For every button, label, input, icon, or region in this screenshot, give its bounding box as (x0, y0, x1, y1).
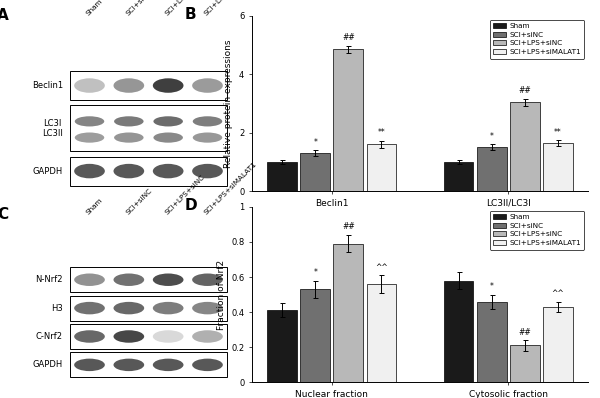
Bar (367, 284, 396, 382)
Ellipse shape (113, 302, 144, 314)
Ellipse shape (154, 133, 183, 142)
Text: Sham: Sham (85, 0, 104, 17)
FancyBboxPatch shape (70, 352, 227, 377)
Ellipse shape (192, 359, 223, 371)
Ellipse shape (192, 273, 223, 286)
Bar (267, 162, 297, 191)
Y-axis label: Relative protein expressions: Relative protein expressions (224, 39, 233, 168)
Text: Sham: Sham (85, 197, 104, 216)
Text: ##: ## (518, 86, 531, 95)
Ellipse shape (75, 133, 104, 142)
Text: SCI+LPS+siNC: SCI+LPS+siNC (164, 0, 206, 17)
Ellipse shape (153, 273, 184, 286)
Bar (267, 310, 297, 382)
Bar (510, 102, 539, 191)
Bar (301, 289, 330, 382)
Ellipse shape (114, 133, 143, 142)
Text: C: C (0, 207, 8, 222)
Text: LC3I
LC3II: LC3I LC3II (42, 119, 63, 138)
Text: SCI+siNC: SCI+siNC (125, 0, 153, 17)
Text: *: * (313, 268, 317, 277)
FancyBboxPatch shape (70, 71, 227, 100)
Ellipse shape (74, 164, 105, 178)
Text: ^^: ^^ (551, 289, 564, 298)
Bar (477, 302, 506, 382)
Ellipse shape (74, 302, 105, 314)
Text: Beclin1: Beclin1 (32, 81, 63, 90)
FancyBboxPatch shape (70, 267, 227, 292)
Y-axis label: Fraction of Nrf2: Fraction of Nrf2 (217, 259, 226, 330)
Text: H3: H3 (51, 304, 63, 312)
FancyBboxPatch shape (70, 296, 227, 321)
Ellipse shape (114, 116, 143, 127)
Ellipse shape (153, 78, 184, 93)
Bar (444, 162, 473, 191)
Bar (334, 244, 363, 382)
Ellipse shape (193, 116, 222, 127)
Ellipse shape (193, 133, 222, 142)
Ellipse shape (113, 164, 144, 178)
Ellipse shape (113, 78, 144, 93)
Text: C-Nrf2: C-Nrf2 (36, 332, 63, 341)
FancyBboxPatch shape (70, 105, 227, 152)
Bar (334, 49, 363, 191)
Bar (543, 307, 573, 382)
Text: SCI+LPS+siMALAT1: SCI+LPS+siMALAT1 (203, 161, 258, 216)
Ellipse shape (192, 302, 223, 314)
Text: SCI+LPS+siMALAT1: SCI+LPS+siMALAT1 (203, 0, 258, 17)
Ellipse shape (192, 78, 223, 93)
Ellipse shape (153, 359, 184, 371)
Ellipse shape (74, 359, 105, 371)
Ellipse shape (153, 330, 184, 343)
Ellipse shape (192, 164, 223, 178)
Bar (367, 144, 396, 191)
Text: ^^: ^^ (375, 263, 388, 272)
Text: B: B (185, 7, 196, 22)
FancyBboxPatch shape (70, 324, 227, 349)
Text: ##: ## (342, 33, 355, 42)
Text: ##: ## (342, 222, 355, 232)
Bar (444, 281, 473, 382)
FancyBboxPatch shape (70, 156, 227, 185)
Ellipse shape (75, 116, 104, 127)
Text: SCI+siNC: SCI+siNC (125, 187, 153, 216)
Ellipse shape (113, 359, 144, 371)
Ellipse shape (74, 273, 105, 286)
Text: A: A (0, 8, 8, 23)
Ellipse shape (153, 164, 184, 178)
Ellipse shape (192, 330, 223, 343)
Legend: Sham, SCI+siNC, SCI+LPS+siNC, SCI+LPS+siMALAT1: Sham, SCI+siNC, SCI+LPS+siNC, SCI+LPS+si… (490, 20, 584, 59)
Text: N-Nrf2: N-Nrf2 (35, 275, 63, 284)
Text: *: * (313, 138, 317, 147)
Text: *: * (490, 282, 494, 291)
Text: **: ** (377, 128, 385, 137)
Text: D: D (185, 198, 197, 213)
Legend: Sham, SCI+siNC, SCI+LPS+siNC, SCI+LPS+siMALAT1: Sham, SCI+siNC, SCI+LPS+siNC, SCI+LPS+si… (490, 211, 584, 250)
Ellipse shape (74, 78, 105, 93)
Text: **: ** (554, 128, 562, 137)
Ellipse shape (113, 330, 144, 343)
Ellipse shape (74, 330, 105, 343)
Ellipse shape (153, 302, 184, 314)
Ellipse shape (154, 116, 183, 127)
Bar (543, 143, 573, 191)
Ellipse shape (113, 273, 144, 286)
Text: GAPDH: GAPDH (33, 360, 63, 369)
Text: ##: ## (518, 328, 531, 337)
Text: GAPDH: GAPDH (33, 167, 63, 176)
Bar (510, 345, 539, 382)
Bar (301, 153, 330, 191)
Text: *: * (490, 132, 494, 141)
Bar (477, 147, 506, 191)
Text: SCI+LPS+siNC: SCI+LPS+siNC (164, 174, 206, 216)
